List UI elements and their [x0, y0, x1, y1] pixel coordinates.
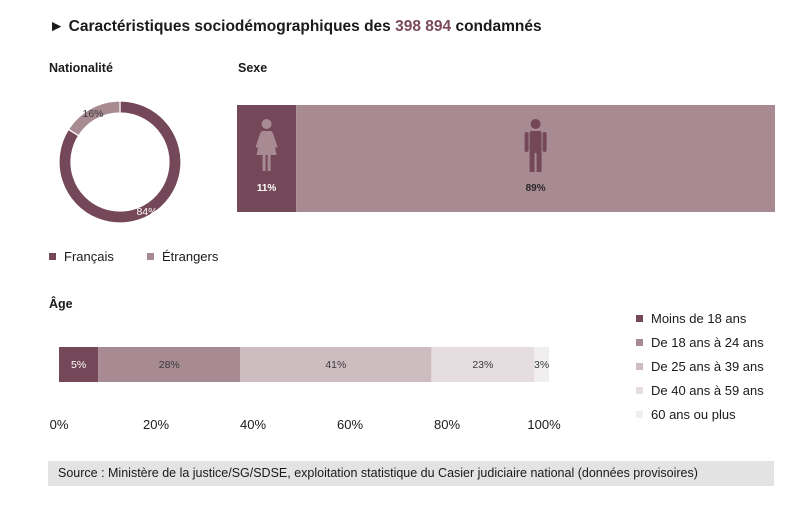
age-legend-item: De 40 ans à 59 ans [636, 383, 764, 398]
legend-francais-swatch [49, 253, 56, 260]
female-icon [255, 119, 278, 171]
age-bar-chart: 5% 28% 41% 23% 3% [59, 347, 549, 382]
legend-etrangers: Étrangers [147, 249, 218, 264]
sex-heading: Sexe [238, 61, 268, 75]
age-legend-item: 60 ans ou plus [636, 407, 736, 422]
age-tick-label: 20% [142, 417, 170, 432]
age-legend-label: Moins de 18 ans [651, 311, 747, 326]
age-legend-swatch [636, 363, 643, 370]
legend-etrangers-label: Étrangers [162, 249, 219, 264]
age-legend-label: De 25 ans à 39 ans [651, 359, 764, 374]
age-legend-swatch [636, 387, 643, 394]
nationality-donut: 84% 16% [58, 100, 182, 224]
age-legend-swatch [636, 411, 643, 418]
age-legend-swatch [636, 315, 643, 322]
donut-slice-1 [67, 100, 121, 137]
age-tick-label: 0% [49, 417, 69, 432]
age-legend-item: Moins de 18 ans [636, 311, 746, 326]
donut-label-0: 84% [136, 206, 157, 218]
source-note: Source : Ministère de la justice/SG/SDSE… [48, 461, 774, 486]
legend-etrangers-swatch [147, 253, 154, 260]
age-legend-item: De 25 ans à 39 ans [636, 359, 764, 374]
legend-francais: Français [49, 249, 114, 264]
age-bar-3 [431, 347, 535, 382]
age-tick-label: 100% [527, 417, 561, 432]
age-legend-label: 60 ans ou plus [651, 407, 736, 422]
age-label-2: 41% [325, 359, 346, 371]
sex-bar-chart: 11% 89% [237, 105, 775, 212]
male-icon [524, 119, 547, 172]
age-label-1: 28% [159, 359, 180, 371]
age-bar-4 [534, 347, 549, 382]
donut-label-1: 16% [83, 108, 104, 120]
age-legend-item: De 18 ans à 24 ans [636, 335, 764, 350]
age-legend-label: De 40 ans à 59 ans [651, 383, 764, 398]
legend-francais-label: Français [64, 249, 114, 264]
age-legend-swatch [636, 339, 643, 346]
age-bar-0 [59, 347, 99, 382]
donut-slice-0 [58, 100, 182, 224]
age-legend-label: De 18 ans à 24 ans [651, 335, 764, 350]
age-label-3: 23% [472, 359, 493, 371]
age-heading: Âge [49, 297, 73, 311]
age-tick-label: 40% [239, 417, 267, 432]
age-tick-label: 80% [433, 417, 461, 432]
age-label-4: 3% [534, 359, 549, 371]
nationality-heading: Nationalité [49, 61, 113, 75]
age-bar-2 [240, 347, 432, 382]
sex-label-0: 11% [257, 183, 277, 194]
age-tick-label: 60% [336, 417, 364, 432]
title-prefix: ► Caractéristiques sociodémographiques d… [49, 18, 391, 35]
chart-title: ► Caractéristiques sociodémographiques d… [49, 18, 542, 36]
age-bar-1 [98, 347, 241, 382]
title-suffix: condamnés [455, 18, 542, 35]
title-count: 398 894 [395, 18, 452, 35]
age-label-0: 5% [71, 359, 86, 371]
sex-label-1: 89% [526, 183, 546, 194]
